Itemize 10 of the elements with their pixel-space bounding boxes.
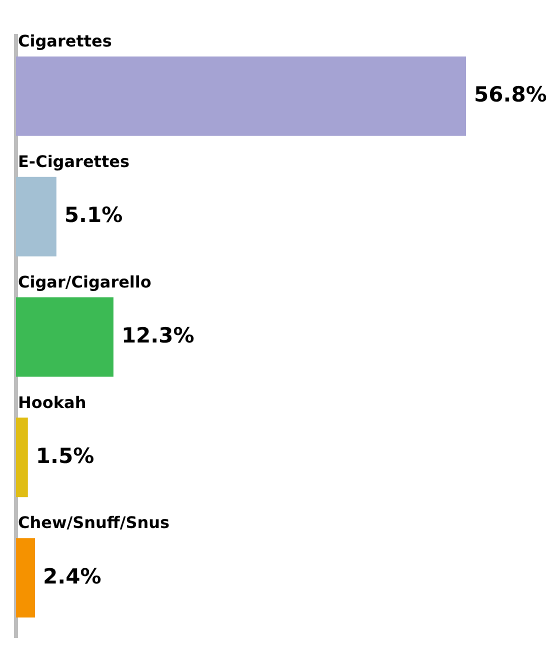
data-label: 5.1%	[64, 203, 123, 228]
data-label: 12.3%	[121, 323, 194, 348]
y-tick-label: Chew/Snuff/Snus	[18, 513, 170, 532]
data-label: 2.4%	[43, 564, 102, 588]
y-tick-label: Hookah	[18, 392, 86, 412]
data-label: 1.5%	[36, 444, 94, 468]
y-tick-label: Cigar/Cigarello	[18, 272, 152, 292]
y-tick-label: E-Cigarettes	[18, 152, 130, 172]
y-tick-label: Cigarettes	[18, 32, 112, 51]
data-label: 56.8%	[474, 82, 547, 107]
